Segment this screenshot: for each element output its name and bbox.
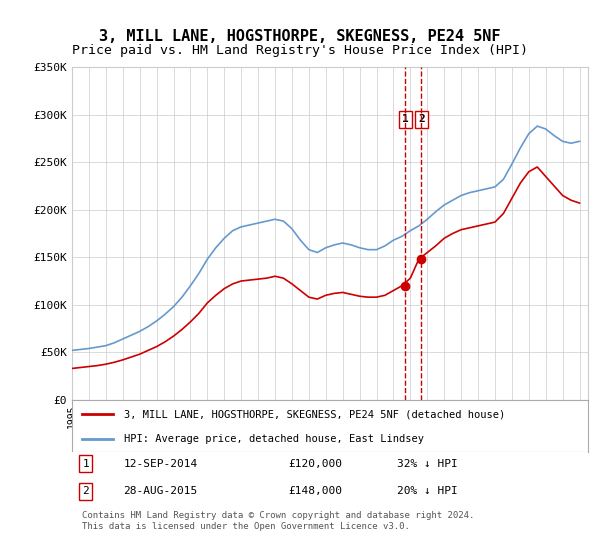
Text: HPI: Average price, detached house, East Lindsey: HPI: Average price, detached house, East… [124,434,424,444]
Text: 32% ↓ HPI: 32% ↓ HPI [397,459,458,469]
Text: 2: 2 [82,486,89,496]
Text: Price paid vs. HM Land Registry's House Price Index (HPI): Price paid vs. HM Land Registry's House … [72,44,528,57]
Text: £148,000: £148,000 [289,486,343,496]
Text: £120,000: £120,000 [289,459,343,469]
Text: 3, MILL LANE, HOGSTHORPE, SKEGNESS, PE24 5NF (detached house): 3, MILL LANE, HOGSTHORPE, SKEGNESS, PE24… [124,409,505,419]
Text: 1: 1 [82,459,89,469]
Text: Contains HM Land Registry data © Crown copyright and database right 2024.
This d: Contains HM Land Registry data © Crown c… [82,511,475,531]
Text: 1: 1 [402,114,409,124]
Text: 12-SEP-2014: 12-SEP-2014 [124,459,198,469]
Text: 3, MILL LANE, HOGSTHORPE, SKEGNESS, PE24 5NF: 3, MILL LANE, HOGSTHORPE, SKEGNESS, PE24… [99,29,501,44]
Text: 2: 2 [418,114,425,124]
Text: 28-AUG-2015: 28-AUG-2015 [124,486,198,496]
Text: 20% ↓ HPI: 20% ↓ HPI [397,486,458,496]
